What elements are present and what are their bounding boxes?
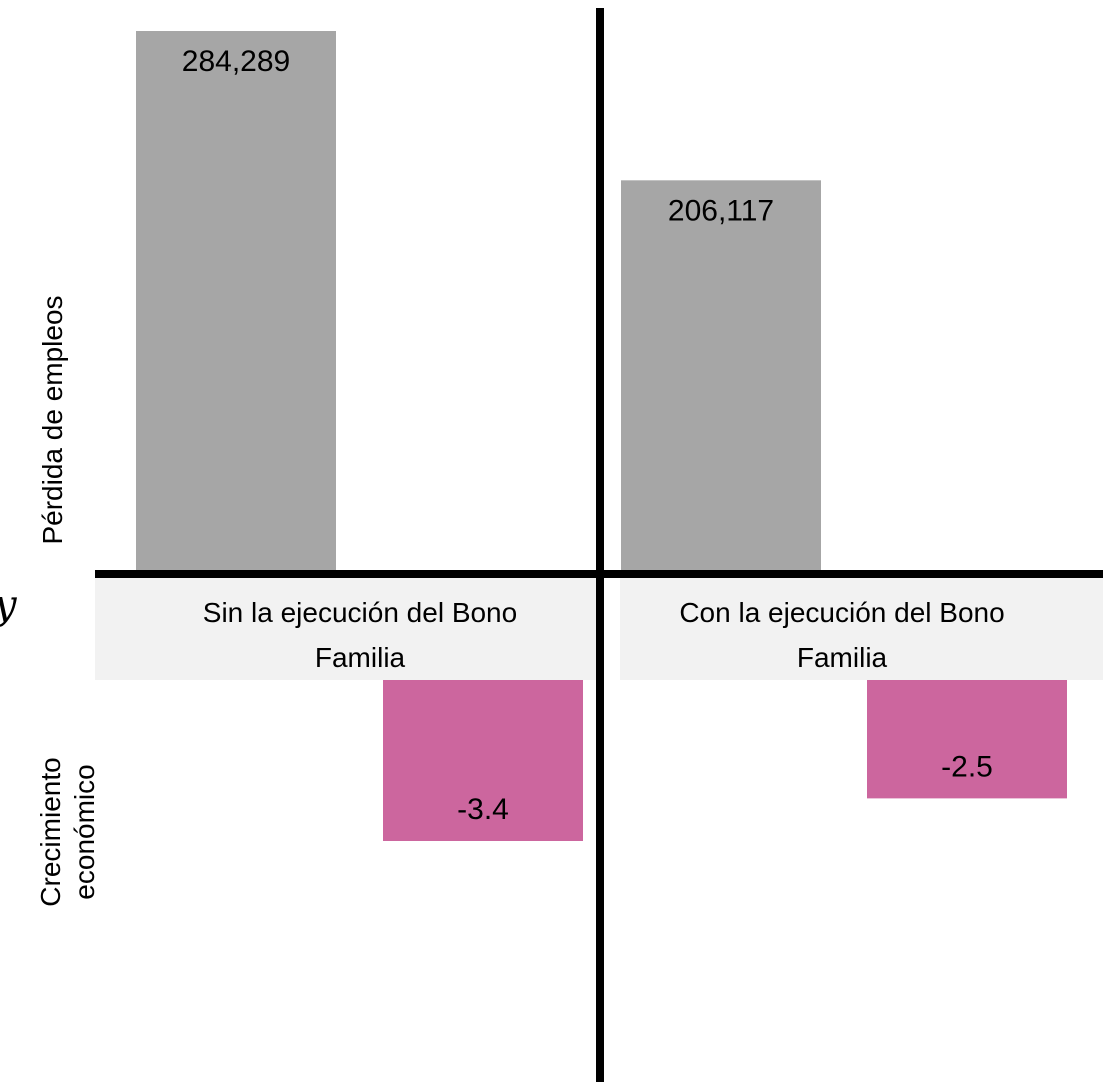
data-label: 284,289 xyxy=(182,45,290,78)
category-bands xyxy=(95,578,1103,680)
category-label: Familia xyxy=(315,642,406,673)
category-band xyxy=(620,578,1103,680)
y-axis-label-top: Pérdida de empleos xyxy=(37,295,68,544)
y-axis-label-bottom: Crecimiento económico xyxy=(35,757,100,906)
data-label: 206,117 xyxy=(668,194,774,227)
category-label: Familia xyxy=(797,642,888,673)
bar-crecimiento-economico xyxy=(867,680,1067,799)
category-label: Con la ejecución del Bono xyxy=(679,597,1004,628)
bar-crecimiento-economico xyxy=(383,680,583,841)
axes xyxy=(95,8,1103,1082)
bar-perdida-empleos xyxy=(621,180,821,574)
category-band xyxy=(95,578,597,680)
data-label: -2.5 xyxy=(941,750,993,783)
data-label: -3.4 xyxy=(457,793,509,826)
category-label: Sin la ejecución del Bono xyxy=(203,597,517,628)
bars xyxy=(136,31,1067,841)
bar-perdida-empleos xyxy=(136,31,336,574)
stray-glyph: y xyxy=(0,582,18,628)
labels: Sin la ejecución del Bono Familia 284,289 -… xyxy=(0,45,1005,907)
